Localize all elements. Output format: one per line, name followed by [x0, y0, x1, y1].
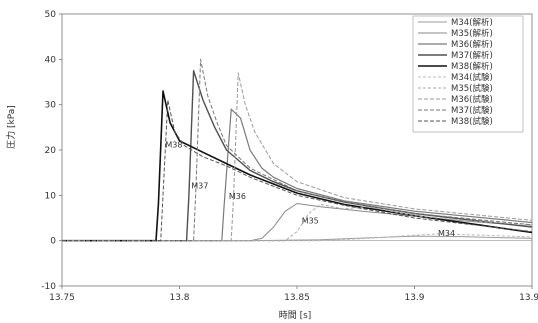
legend-entry: M35(解析) — [451, 28, 493, 39]
legend-box — [412, 15, 524, 133]
y-tick-label: 50 — [45, 10, 57, 20]
legend-entry: M35(試験) — [451, 83, 493, 94]
series-group — [62, 58, 533, 242]
x-tick-label: 13.95 — [519, 293, 538, 303]
x-tick-label: 13.9 — [404, 293, 424, 303]
series-line-6 — [62, 203, 533, 242]
annotation-label: M36 — [229, 192, 246, 201]
series-line-7 — [62, 72, 533, 242]
series-line-2 — [62, 108, 533, 242]
y-tick-label: 20 — [45, 146, 57, 156]
y-tick-label: 30 — [45, 101, 57, 111]
legend: M34(解析)M35(解析)M36(解析)M37(解析)M38(解析)M34(試… — [412, 15, 524, 133]
annotation-label: M37 — [191, 182, 208, 191]
y-tick-label: 10 — [45, 191, 57, 201]
annotation-label: M34 — [438, 229, 455, 238]
series-line-8 — [62, 58, 533, 242]
series-line-4 — [62, 90, 533, 242]
y-tick-label: 0 — [50, 237, 56, 247]
legend-entry: M36(解析) — [451, 39, 493, 50]
legend-entry: M38(試験) — [451, 116, 493, 127]
x-axis: 13.75 13.8 13.85 13.9 13.95 — [49, 286, 538, 303]
legend-entry: M36(試験) — [451, 94, 493, 105]
x-tick-label: 13.75 — [49, 293, 75, 303]
legend-entry: M37(試験) — [451, 105, 493, 116]
legend-entry: M34(解析) — [451, 17, 493, 28]
legend-entry: M38(解析) — [451, 61, 493, 72]
y-axis: -10 0 10 20 30 40 50 — [41, 10, 62, 292]
legend-entry: M34(試験) — [451, 72, 493, 83]
y-axis-label: 圧力 [kPa] — [5, 105, 17, 149]
series-line-9 — [62, 99, 533, 242]
x-tick-label: 13.8 — [169, 293, 189, 303]
annotation-label: M35 — [302, 216, 319, 225]
y-tick-label: 40 — [45, 55, 57, 65]
legend-entry: M37(解析) — [451, 50, 493, 61]
annotations: M38 M37 M36 M35 M34 — [165, 141, 455, 238]
annotation-label: M38 — [165, 141, 182, 150]
series-line-5 — [62, 233, 533, 242]
x-axis-label: 時間 [s] — [279, 310, 312, 321]
x-tick-label: 13.85 — [284, 293, 310, 303]
y-tick-label: -10 — [41, 282, 56, 292]
